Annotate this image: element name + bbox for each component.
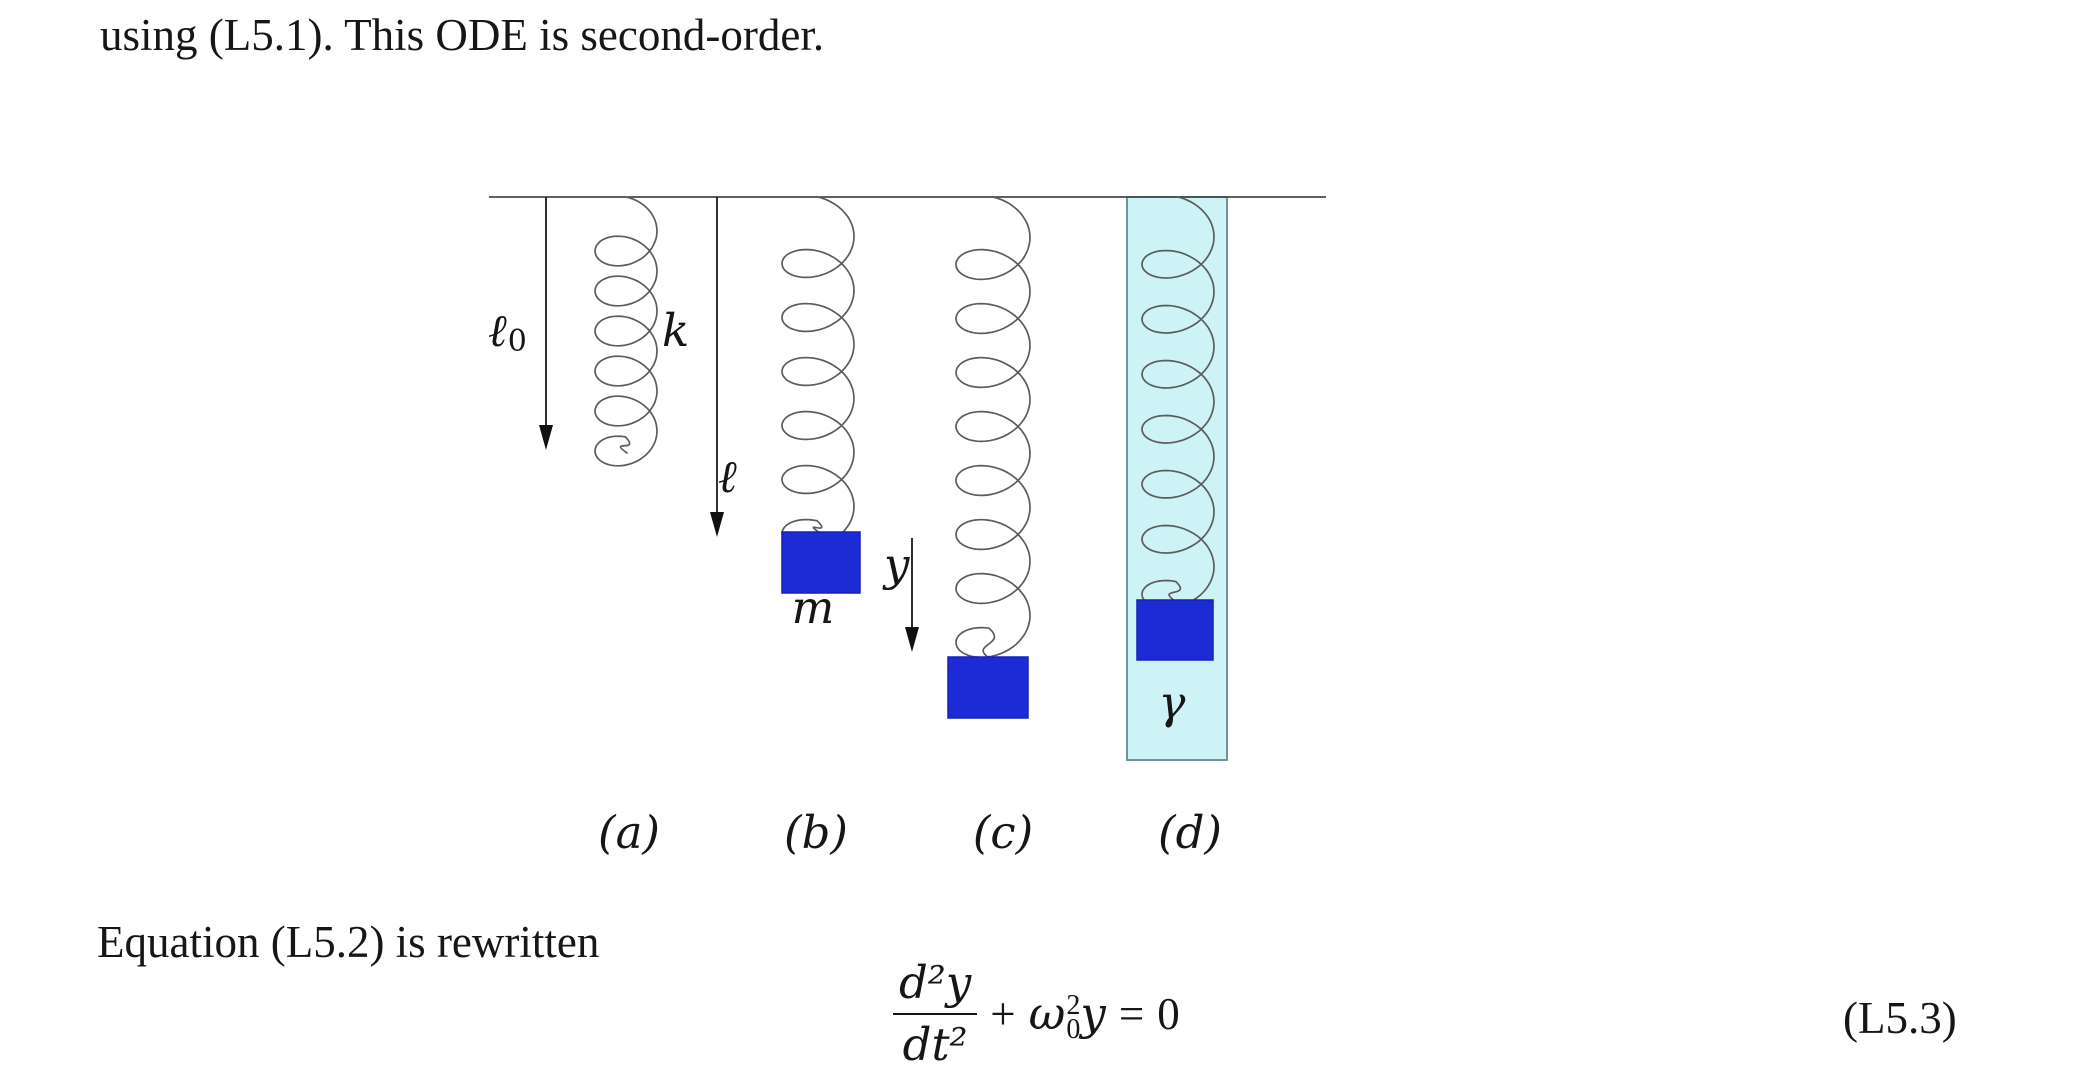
mass-d <box>1136 599 1214 661</box>
spring-d <box>1141 196 1215 609</box>
equation-plus-operator: + <box>990 988 1016 1039</box>
arrow-l0-head <box>539 425 553 450</box>
spring-figure <box>489 196 1326 761</box>
panel-label-d: (d) <box>1158 806 1222 859</box>
equation-omega-subscript: 0 <box>1066 1013 1081 1045</box>
equation-omega-scripts: 2 0 <box>1066 989 1081 1045</box>
spring-b <box>781 196 855 549</box>
label-mass-m: m <box>791 581 835 634</box>
label-spring-constant-k: k <box>662 304 690 357</box>
equation-fraction: d²y dt² <box>893 956 978 1071</box>
label-natural-length-l0: ℓ0 <box>488 304 527 359</box>
equation-numerator: d²y <box>893 956 978 1015</box>
mass-b <box>781 531 861 594</box>
panel-label-b: (b) <box>784 806 848 859</box>
paragraph-bottom: Equation (L5.2) is rewritten <box>97 917 600 967</box>
spring-c <box>955 196 1031 659</box>
spring-a <box>594 196 658 467</box>
mass-c <box>947 656 1029 719</box>
equation-denominator: dt² <box>902 1018 968 1071</box>
paragraph-top: using (L5.1). This ODE is second-order. <box>100 10 825 60</box>
equation-omega: ω <box>1028 987 1066 1040</box>
panel-label-a: (a) <box>598 806 660 859</box>
equation-tag: (L5.3) <box>1843 993 1957 1043</box>
equation-equals: = <box>1118 988 1145 1039</box>
label-stretched-length-l: ℓ <box>718 450 737 503</box>
label-displacement-y: y <box>884 538 910 591</box>
panel-label-c: (c) <box>972 806 1034 859</box>
arrow-y-head <box>905 627 919 652</box>
equation-L5-3: d²y dt² + ω 2 0 y = 0 <box>893 956 1180 1071</box>
arrow-l-head <box>710 512 724 537</box>
equation-omega-superscript: 2 <box>1066 989 1081 1021</box>
label-damping-gamma: γ <box>1158 676 1186 729</box>
equation-zero: 0 <box>1157 988 1180 1039</box>
equation-y: y <box>1080 987 1106 1040</box>
